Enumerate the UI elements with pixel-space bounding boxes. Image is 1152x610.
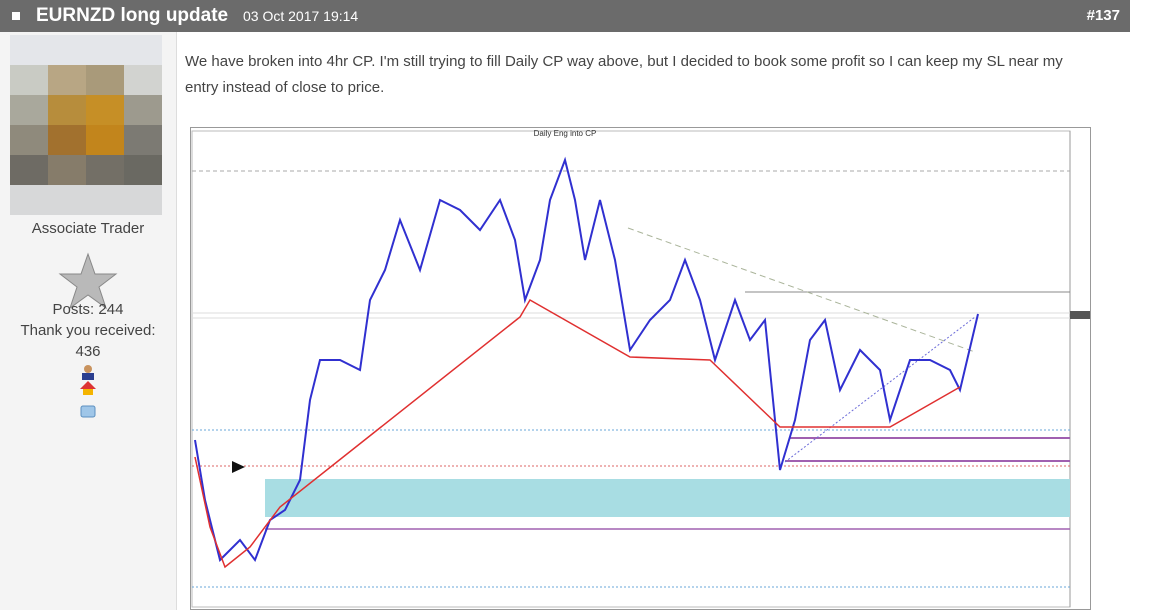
chart-shape — [48, 65, 86, 95]
chart-shape — [627, 227, 976, 353]
post-number[interactable]: #137 — [1086, 7, 1120, 24]
chart-shape — [58, 252, 118, 310]
post-header: EURNZD long update 03 Oct 2017 19:14 #13… — [0, 0, 1130, 32]
thanks-label: Thank you received: — [20, 322, 156, 339]
thanks-count: 436 — [75, 343, 101, 360]
chart-shape — [232, 461, 245, 473]
chart-shape — [48, 155, 86, 185]
avatar[interactable] — [10, 35, 162, 215]
rank-star — [58, 252, 118, 310]
chart-shape — [82, 373, 94, 380]
chart-shape — [124, 125, 162, 155]
post-text: We have broken into 4hr CP. I'm still tr… — [185, 53, 1063, 96]
chart-shape — [124, 155, 162, 185]
chart-shape — [194, 298, 961, 569]
user-posts[interactable]: Posts: 244 — [52, 301, 124, 318]
chart-shape — [48, 95, 86, 125]
chart-shape — [124, 95, 162, 125]
chart-shape — [10, 65, 48, 95]
chart-shape — [86, 95, 124, 125]
post-icon — [12, 12, 20, 20]
user-panel: Associate Trader Posts: 244 Thank you re… — [0, 32, 177, 610]
chart-shape — [1070, 311, 1090, 319]
chart-shape — [10, 155, 48, 185]
chart-shape — [191, 130, 1071, 608]
chart-shape — [84, 365, 92, 373]
chart-shape — [48, 125, 86, 155]
chart-shape — [80, 405, 96, 418]
chart-caption: Daily Eng into CP — [534, 129, 597, 138]
chart-shape — [124, 65, 162, 95]
chart-shape — [86, 65, 124, 95]
post-date: 03 Oct 2017 19:14 — [243, 8, 359, 24]
chart-shape — [86, 155, 124, 185]
user-icons[interactable] — [78, 364, 98, 424]
chart-shape — [80, 381, 96, 389]
user-rank: Associate Trader — [31, 220, 145, 237]
post-title[interactable]: EURNZD long update — [36, 5, 229, 26]
chart-shape — [10, 95, 48, 125]
chart-shape — [83, 389, 93, 395]
chart-shape — [194, 156, 979, 563]
chart-shape — [10, 125, 48, 155]
chart-image[interactable]: Daily Eng into CP — [190, 127, 1092, 610]
chart-shape — [86, 125, 124, 155]
chart-shape — [10, 185, 162, 215]
chart-shape — [265, 479, 1070, 517]
